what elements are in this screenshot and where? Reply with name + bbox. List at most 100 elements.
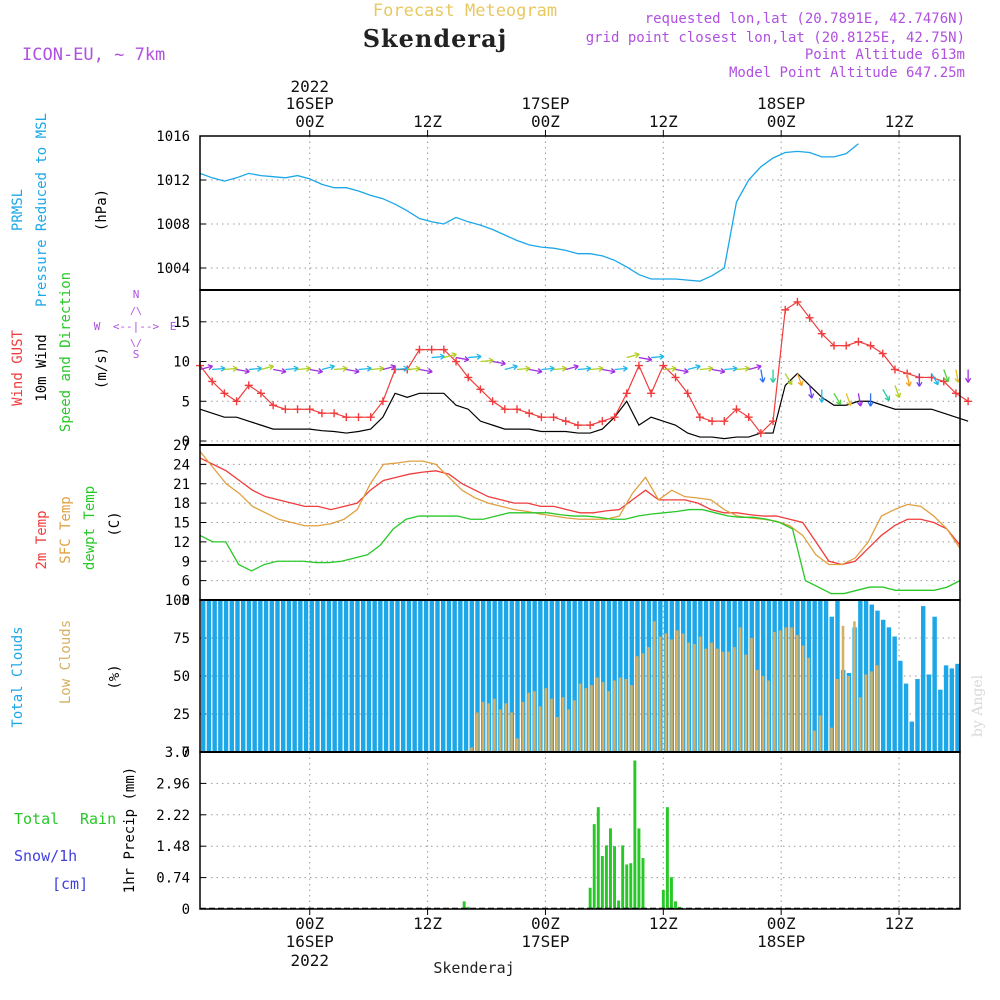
pressure-frame <box>199 135 961 291</box>
total-cloud-bar <box>812 600 817 752</box>
temperature-ytick-label: 27 <box>173 438 190 454</box>
wind-direction-arrow <box>346 367 360 375</box>
total-cloud-bar <box>418 600 423 752</box>
total-cloud-bar <box>601 600 606 752</box>
temperature-ytick-label: 21 <box>173 477 190 493</box>
gust-marker <box>549 413 558 422</box>
gust-marker <box>890 365 899 374</box>
wind-direction-arrow <box>954 369 961 383</box>
wind-direction-arrow <box>541 365 555 372</box>
top-year-label: 2022 <box>290 77 329 96</box>
total-cloud-bar <box>543 600 549 752</box>
total-cloud-bar <box>412 600 417 752</box>
low-cloud-bar <box>573 700 576 752</box>
low-cloud-bar <box>676 630 679 752</box>
total-cloud-bar <box>303 600 309 752</box>
low-cloud-bar <box>710 642 713 752</box>
total-cloud-bar <box>481 600 486 752</box>
low-cloud-bar <box>510 712 513 752</box>
total-cloud-bar <box>532 600 537 752</box>
total-cloud-bar <box>361 600 366 752</box>
total-cloud-bar <box>395 600 400 752</box>
low-cloud-bar <box>778 630 782 752</box>
total-cloud-bar <box>498 600 503 752</box>
grid-point: grid point closest lon,lat (20.8125E, 42… <box>586 30 965 46</box>
clouds-ytick-label: 25 <box>173 707 190 723</box>
low-cloud-bar <box>641 653 645 752</box>
wind-ytick-label: 15 <box>173 315 190 331</box>
wind-direction-arrow <box>796 373 804 387</box>
total-cloud-bar <box>252 600 257 752</box>
gust-marker <box>513 405 522 414</box>
rain-bar <box>633 760 637 909</box>
wind-direction-arrow <box>370 365 385 372</box>
precip-ytick-label: 2.96 <box>156 776 190 792</box>
model-altitude: Model Point Altitude 647.25m <box>729 65 965 81</box>
pressure-ytick-label: 1016 <box>156 129 190 145</box>
total-cloud-bar <box>515 600 520 752</box>
bottom-date-label: 17SEP <box>521 932 569 951</box>
total-cloud-bar <box>909 721 914 752</box>
gust-marker <box>439 345 448 354</box>
gust-marker <box>269 401 278 410</box>
low-cloud-bar <box>636 656 639 752</box>
rain-bar <box>617 900 621 909</box>
rain-bar <box>613 846 617 909</box>
total-cloud-bar <box>446 600 452 752</box>
total-cloud-bar <box>892 636 897 752</box>
gust-marker <box>464 373 473 382</box>
low-cloud-bar <box>818 715 822 752</box>
gust-marker <box>732 405 741 414</box>
total-cloud-bar <box>223 600 229 752</box>
wind-direction-arrow <box>602 367 616 375</box>
compass-s: S <box>133 348 140 361</box>
total-cloud-bar <box>858 600 863 752</box>
gust-marker <box>525 409 534 418</box>
temperature-ytick-label: 12 <box>173 535 190 551</box>
total-cloud-bar <box>886 627 892 752</box>
total-cloud-bar <box>235 600 240 752</box>
gust-marker <box>232 397 241 406</box>
sfc-temp-line <box>199 451 961 566</box>
low-cloud-bar <box>853 621 856 752</box>
wind-direction-arrow <box>808 385 815 399</box>
rain-bar <box>621 845 625 909</box>
gust-marker <box>598 417 607 426</box>
wind-direction-arrow <box>748 364 762 371</box>
wind-direction-arrow <box>248 365 263 372</box>
total-cloud-bar <box>526 600 532 752</box>
gust-marker <box>330 409 339 418</box>
total-cloud-bar <box>372 600 377 752</box>
low-cloud-bar <box>864 674 868 752</box>
model-label: ICON-EU, ~ 7km <box>22 45 165 65</box>
wind-direction-arrow <box>856 393 864 407</box>
gust-marker <box>256 389 265 398</box>
low-cloud-bar <box>561 697 565 752</box>
wind-ytick-label: 0 <box>182 434 190 450</box>
total-cloud-bar <box>321 600 326 752</box>
low-cloud-bar <box>813 730 816 752</box>
wind-direction-arrow <box>833 393 842 406</box>
low-cloud-bar <box>721 651 725 752</box>
low-cloud-bar <box>784 627 788 752</box>
total-cloud-bar <box>583 600 589 752</box>
low-cloud-bar <box>716 648 719 752</box>
location-title: Skenderaj <box>363 24 508 53</box>
temperature-ytick-label: 9 <box>182 554 190 570</box>
gust-marker <box>830 341 839 350</box>
low-cloud-bar <box>567 709 570 752</box>
clouds-ytick-label: 75 <box>173 631 190 647</box>
total-cloud-bar <box>492 600 497 752</box>
low-cloud-bar <box>596 677 599 752</box>
total-cloud-bar <box>823 600 829 752</box>
total-cloud-bar <box>818 600 823 752</box>
wind-direction-arrow <box>675 367 689 375</box>
total-cloud-bar <box>938 689 943 752</box>
total-cloud-bar <box>309 600 314 752</box>
low-cloud-bar <box>847 676 850 752</box>
bottom-date-label: 16SEP <box>286 932 334 951</box>
rain-label-total: Total <box>14 810 59 828</box>
gust-marker <box>476 385 485 394</box>
precip-ytick-label: 0 <box>182 902 190 918</box>
precip-frame <box>199 751 961 910</box>
